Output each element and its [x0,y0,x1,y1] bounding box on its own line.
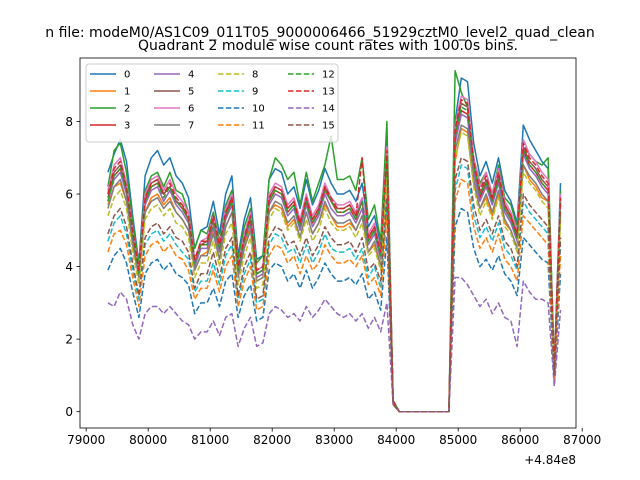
series-line-9 [107,164,562,413]
y-tick-label: 6 [65,188,73,202]
series-line-13 [107,98,562,413]
legend-label-2: 2 [124,104,130,115]
x-tick-label: 82000 [253,433,291,447]
legend-label-1: 1 [124,87,130,98]
x-tick-label: 84000 [377,433,415,447]
chart-title: Quadrant 2 module wise count rates with … [138,38,518,54]
legend-label-11: 11 [252,121,265,132]
series-line-0 [107,77,562,413]
series-line-7 [107,124,562,413]
chart-suptitle: n file: modeM0/AS1C09_011T05_9000006466_… [45,25,594,41]
legend-label-10: 10 [252,104,265,115]
legend-label-13: 13 [322,87,335,98]
x-tick-label: 83000 [315,433,353,447]
series-line-11 [107,178,562,413]
legend-label-7: 7 [188,121,194,132]
x-tick-label: 79000 [67,433,105,447]
x-tick-label: 81000 [191,433,229,447]
series-lines [107,69,562,413]
legend-label-14: 14 [322,104,335,115]
series-line-4 [107,113,562,413]
y-axis: 0 2 4 6 8 [65,115,80,419]
legend-label-9: 9 [252,87,258,98]
legend-label-5: 5 [188,87,194,98]
series-line-5 [107,102,562,413]
x-tick-label: 80000 [129,433,167,447]
legend-label-4: 4 [188,70,194,81]
y-tick-label: 2 [65,333,73,347]
series-line-6 [107,95,562,413]
x-tick-label: 85000 [439,433,477,447]
x-tick-label: 87000 [563,433,601,447]
y-tick-label: 4 [65,260,73,274]
plot-frame [79,57,577,429]
series-line-8 [107,131,562,413]
x-tick-label: 86000 [501,433,539,447]
legend-label-0: 0 [124,70,130,81]
x-offset-label: +4.84e8 [524,453,576,467]
series-line-15 [107,157,562,413]
legend-frame [85,63,339,143]
series-line-14 [107,276,562,413]
legend-label-6: 6 [188,104,194,115]
x-axis: 79000 80000 81000 82000 83000 84000 85000 86000… [67,428,601,447]
series-line-12 [107,106,562,413]
legend-label-15: 15 [322,121,335,132]
legend-label-12: 12 [322,70,335,81]
y-tick-label: 8 [65,115,73,129]
legend-label-8: 8 [252,70,258,81]
y-tick-label: 0 [65,405,73,419]
series-line-10 [107,207,562,413]
legend-label-3: 3 [124,121,130,132]
